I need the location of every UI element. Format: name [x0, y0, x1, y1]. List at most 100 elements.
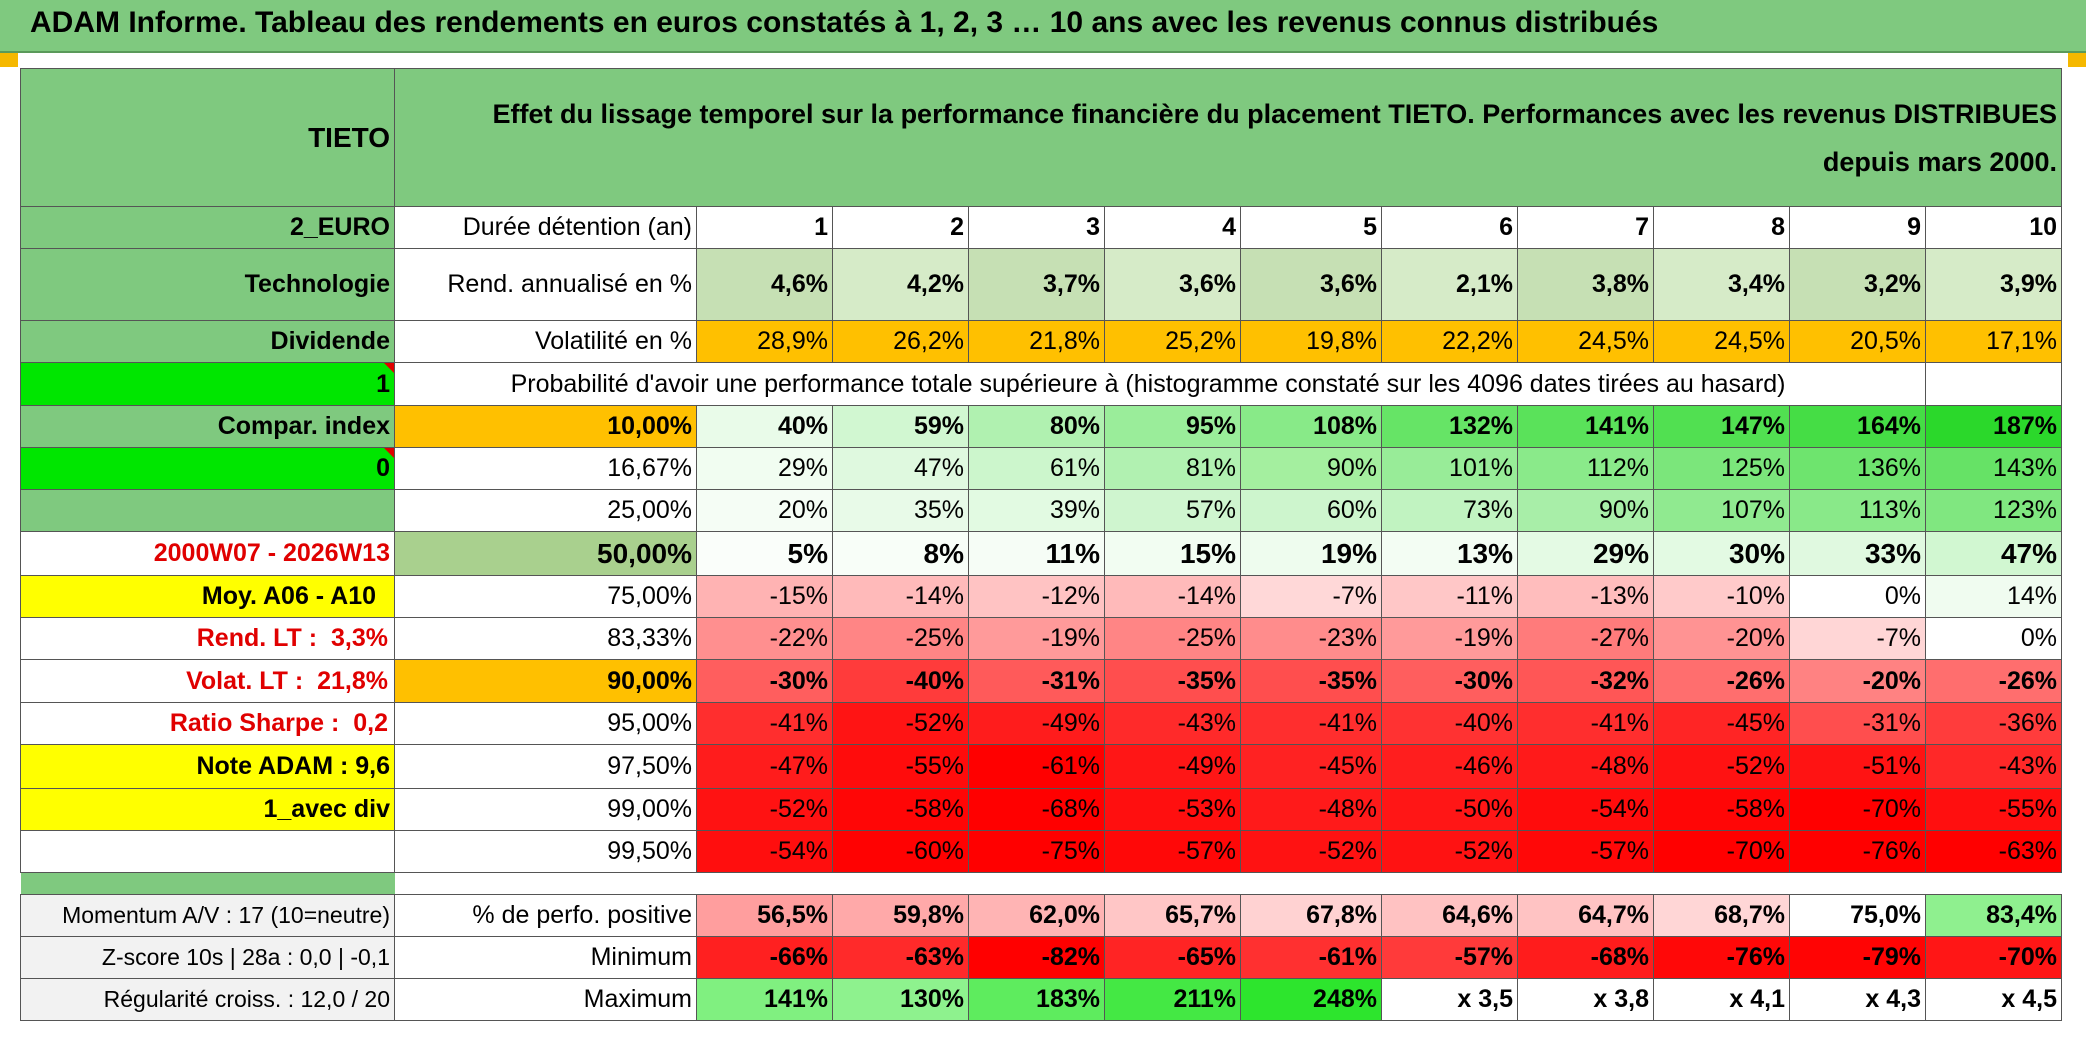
min-cell: -65% [1104, 936, 1241, 979]
quantile-label: 50,00% [394, 531, 697, 576]
period-label: 2000W07 - 2026W13 [20, 531, 395, 576]
pos-cell: 83,4% [1925, 894, 2062, 937]
rend-cell: 3,6% [1104, 248, 1241, 321]
min-cell: -79% [1789, 936, 1926, 979]
quantile-value: -31% [968, 659, 1105, 703]
quantile-value: 19% [1240, 531, 1382, 576]
rend-cell: 4,2% [832, 248, 969, 321]
quantile-value: 147% [1653, 405, 1790, 448]
vol-cell: 22,2% [1381, 320, 1518, 363]
quantile-value: 123% [1925, 489, 2062, 532]
quantile-value: -43% [1925, 744, 2062, 789]
spacer-green [20, 872, 395, 895]
quantile-value: 11% [968, 531, 1105, 576]
year-header: 6 [1381, 206, 1518, 249]
quantile-value: -12% [968, 575, 1105, 618]
max-cell: x 3,5 [1381, 978, 1518, 1021]
quantile-value: -40% [1381, 702, 1518, 745]
empty-cell [20, 830, 395, 873]
quantile-value: 15% [1104, 531, 1241, 576]
quantile-value: 81% [1104, 447, 1241, 490]
quantile-value: -57% [1517, 830, 1654, 873]
quantile-value: -68% [968, 788, 1105, 831]
quantile-value: -52% [696, 788, 833, 831]
max-label: Maximum [394, 978, 697, 1021]
flag-cell-0[interactable]: 0 [20, 447, 395, 490]
quantile-value: -23% [1240, 617, 1382, 660]
quantile-value: -52% [1240, 830, 1382, 873]
quantile-value: -32% [1517, 659, 1654, 703]
asset-name: TIETO [20, 68, 395, 207]
performance-table: TIETO Effet du lissage temporel sur la p… [20, 68, 2062, 1021]
quantile-value: -30% [1381, 659, 1518, 703]
quantile-value: 33% [1789, 531, 1926, 576]
quantile-value: -63% [1925, 830, 2062, 873]
title-bar: ADAM Informe. Tableau des rendements en … [0, 0, 2086, 53]
regularite-label: Régularité croiss. : 12,0 / 20 [20, 978, 395, 1021]
rend-label: Rend. annualisé en % [394, 248, 697, 321]
quantile-label: 97,50% [394, 744, 697, 789]
quantile-value: 101% [1381, 447, 1518, 490]
quantile-value: -75% [968, 830, 1105, 873]
min-cell: -57% [1381, 936, 1518, 979]
flag-cell-1[interactable]: 1 [20, 362, 395, 406]
quantile-value: 59% [832, 405, 969, 448]
sector-label: Technologie [20, 248, 395, 321]
year-header: 3 [968, 206, 1105, 249]
quantile-value: -60% [832, 830, 969, 873]
quantile-value: 47% [832, 447, 969, 490]
quantile-value: -48% [1240, 788, 1382, 831]
rend-lt: Rend. LT : 3,3% [20, 617, 395, 660]
quantile-label: 99,50% [394, 830, 697, 873]
corner-marker [0, 53, 18, 67]
pos-cell: 75,0% [1789, 894, 1926, 937]
min-cell: -66% [696, 936, 833, 979]
quantile-value: -54% [1517, 788, 1654, 831]
quantile-value: 112% [1517, 447, 1654, 490]
quantile-value: 5% [696, 531, 833, 576]
table-description: Effet du lissage temporel sur la perform… [394, 68, 2062, 207]
quantile-value: -54% [696, 830, 833, 873]
quantile-value: 164% [1789, 405, 1926, 448]
quantile-value: 40% [696, 405, 833, 448]
rend-cell: 3,4% [1653, 248, 1790, 321]
quantile-value: -13% [1517, 575, 1654, 618]
quantile-label: 83,33% [394, 617, 697, 660]
quantile-value: -26% [1925, 659, 2062, 703]
quantile-value: -20% [1789, 659, 1926, 703]
pos-cell: 64,7% [1517, 894, 1654, 937]
rend-cell: 2,1% [1381, 248, 1518, 321]
quantile-value: 20% [696, 489, 833, 532]
quantile-value: -31% [1789, 702, 1926, 745]
quantile-value: -22% [696, 617, 833, 660]
quantile-value: -41% [696, 702, 833, 745]
pos-cell: 59,8% [832, 894, 969, 937]
rend-cell: 4,6% [696, 248, 833, 321]
quantile-value: 141% [1517, 405, 1654, 448]
quantile-value: -55% [832, 744, 969, 789]
report-title: ADAM Informe. Tableau des rendements en … [30, 6, 1659, 39]
quantile-value: -10% [1653, 575, 1790, 618]
quantile-value: -45% [1653, 702, 1790, 745]
year-header: 7 [1517, 206, 1654, 249]
volat-lt-value: 21,8% [317, 666, 388, 695]
rend-lt-value: 3,3% [331, 624, 388, 652]
prob-header: Probabilité d'avoir une performance tota… [394, 362, 1790, 406]
quantile-value: 57% [1104, 489, 1241, 532]
quantile-value: 132% [1381, 405, 1518, 448]
pos-cell: 67,8% [1240, 894, 1382, 937]
quantile-value: -30% [696, 659, 833, 703]
year-header: 4 [1104, 206, 1241, 249]
rend-cell: 3,9% [1925, 248, 2062, 321]
year-header: 8 [1653, 206, 1790, 249]
quantile-value: -51% [1789, 744, 1926, 789]
year-header: 10 [1925, 206, 2062, 249]
max-cell: 183% [968, 978, 1105, 1021]
rend-cell: 3,2% [1789, 248, 1926, 321]
quantile-value: -57% [1104, 830, 1241, 873]
quantile-value: 90% [1517, 489, 1654, 532]
pos-cell: 68,7% [1653, 894, 1790, 937]
quantile-value: 107% [1653, 489, 1790, 532]
zscore-label: Z-score 10s | 28a : 0,0 | -0,1 [20, 936, 395, 979]
quantile-label: 90,00% [394, 659, 697, 703]
